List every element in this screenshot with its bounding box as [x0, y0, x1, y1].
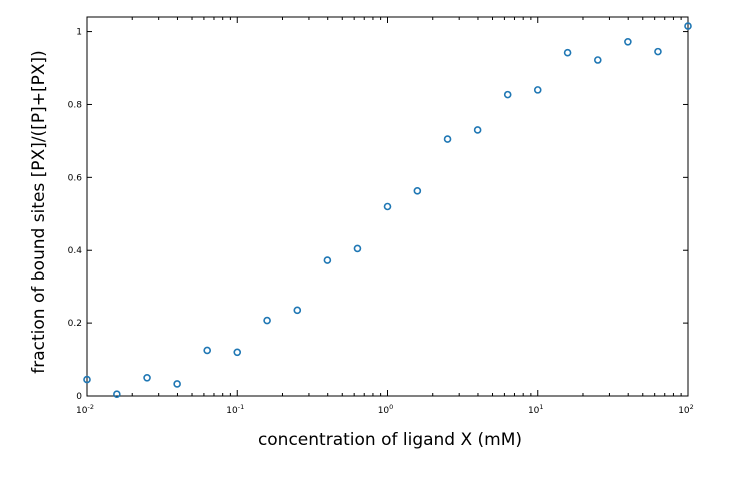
plot-frame	[86, 16, 689, 397]
x-tick-label-base: 10	[226, 406, 238, 416]
y-tick-label: 1	[76, 28, 82, 38]
data-point	[383, 202, 392, 211]
data-point	[413, 187, 422, 195]
x-tick-label-exponent: 1	[539, 403, 543, 411]
y-axis-title: fraction of bound sites [PX]/([P]+[PX])	[29, 50, 49, 373]
data-point	[293, 306, 302, 315]
y-tick-label: 0.6	[68, 173, 83, 183]
data-point	[563, 48, 572, 57]
x-tick-label-exponent: -1	[238, 403, 244, 411]
data-point	[173, 380, 181, 388]
x-tick-label-exponent: 0	[389, 403, 393, 411]
y-tick-label: 0.2	[68, 319, 82, 329]
data-point	[654, 47, 662, 56]
y-tick-label: 0.4	[68, 246, 83, 256]
x-tick-label-base: 10	[378, 406, 390, 416]
data-point	[624, 37, 632, 46]
x-tick-label: 10-1	[226, 403, 244, 416]
data-point	[533, 86, 542, 94]
data-point	[233, 348, 242, 357]
data-points	[83, 22, 692, 398]
data-point	[684, 22, 692, 30]
x-tick-label-base: 10	[678, 406, 690, 416]
data-point	[203, 346, 212, 355]
data-point	[473, 126, 482, 134]
x-axis-title: concentration of ligand X (mM)	[258, 430, 522, 450]
data-point	[443, 135, 452, 143]
x-tick-label: 102	[678, 403, 694, 416]
axis-ticks	[86, 17, 689, 397]
x-tick-label: 100	[378, 403, 394, 416]
x-tick-label: 101	[528, 403, 544, 416]
data-point	[113, 390, 121, 398]
x-tick-label: 10-2	[76, 403, 94, 416]
data-point	[503, 90, 512, 99]
data-point	[83, 375, 91, 384]
x-tick-label-base: 10	[76, 406, 88, 416]
data-point	[353, 244, 362, 253]
data-point	[323, 256, 332, 264]
data-point	[594, 56, 602, 64]
x-tick-label-exponent: 2	[690, 403, 694, 411]
y-tick-label: 0	[76, 392, 82, 402]
data-point	[143, 373, 151, 382]
x-tick-label-exponent: -2	[87, 403, 93, 411]
x-tick-label-base: 10	[528, 406, 540, 416]
y-tick-label: 0.8	[68, 100, 83, 110]
data-point	[263, 316, 271, 325]
